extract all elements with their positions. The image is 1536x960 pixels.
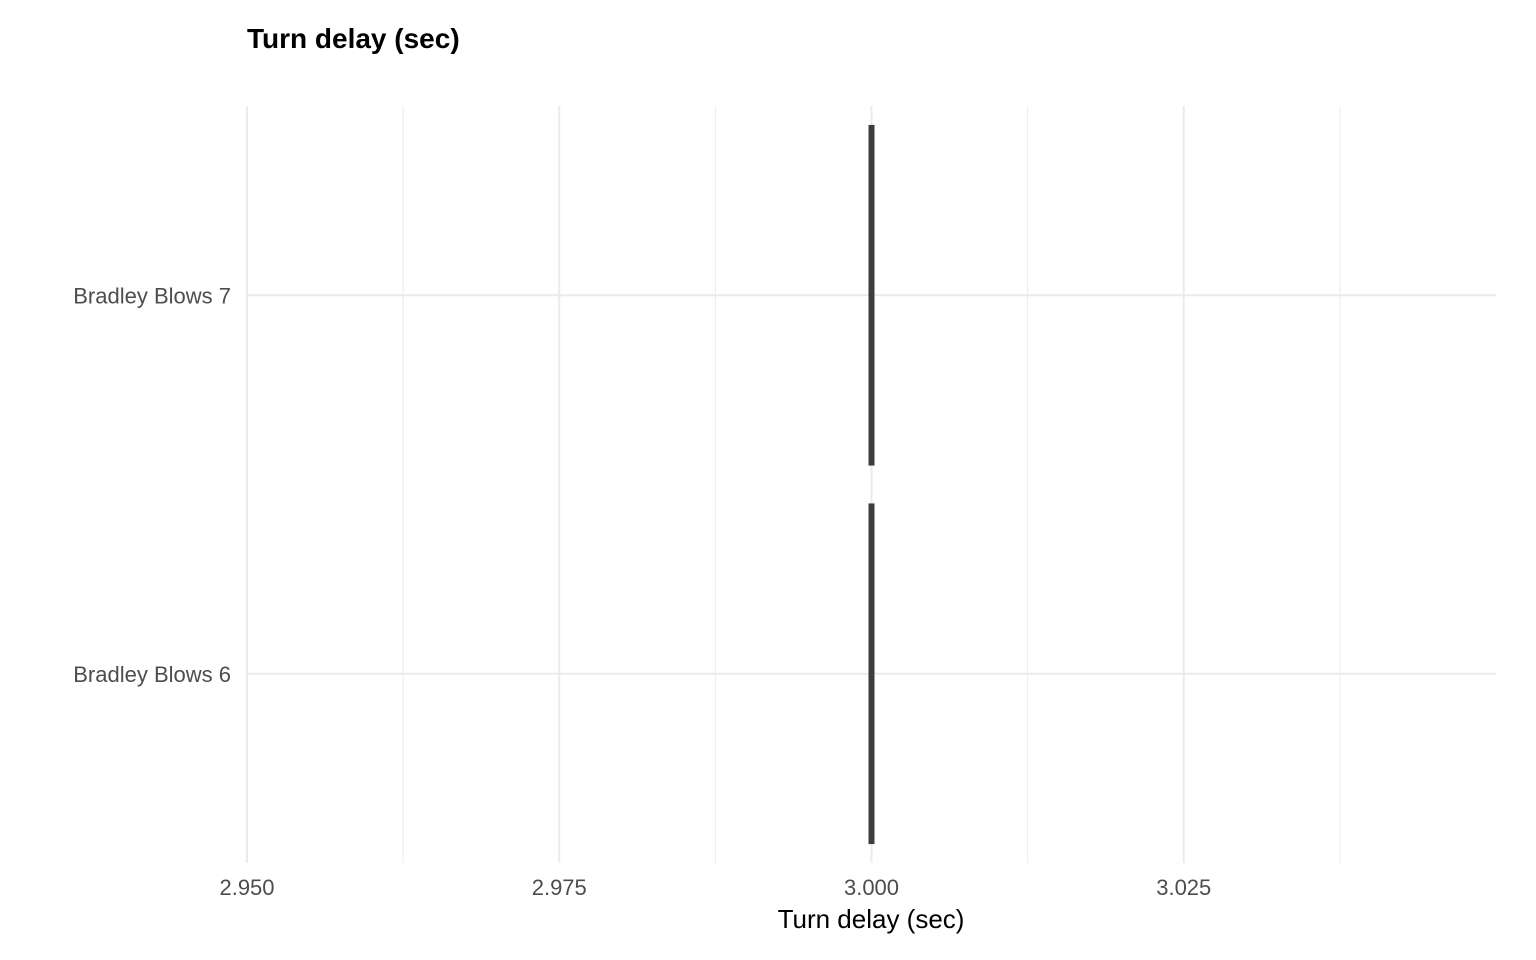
data-mark-bradley-blows-7 (868, 124, 875, 466)
y-tick-label: Bradley Blows 6 (73, 662, 231, 687)
y-axis-tick-labels: Bradley Blows 6 Bradley Blows 7 (73, 283, 231, 687)
x-tick-label: 3.025 (1156, 875, 1211, 900)
x-tick-label: 3.000 (844, 875, 899, 900)
x-tick-label: 2.950 (219, 875, 274, 900)
y-tick-label: Bradley Blows 7 (73, 283, 231, 308)
data-marks (868, 124, 875, 845)
x-axis-tick-labels: 2.950 2.975 3.000 3.025 (219, 875, 1211, 900)
chart-title: Turn delay (sec) (247, 23, 460, 54)
data-mark-bradley-blows-6 (868, 503, 875, 845)
x-tick-label: 2.975 (532, 875, 587, 900)
x-axis-title: Turn delay (sec) (778, 904, 965, 934)
